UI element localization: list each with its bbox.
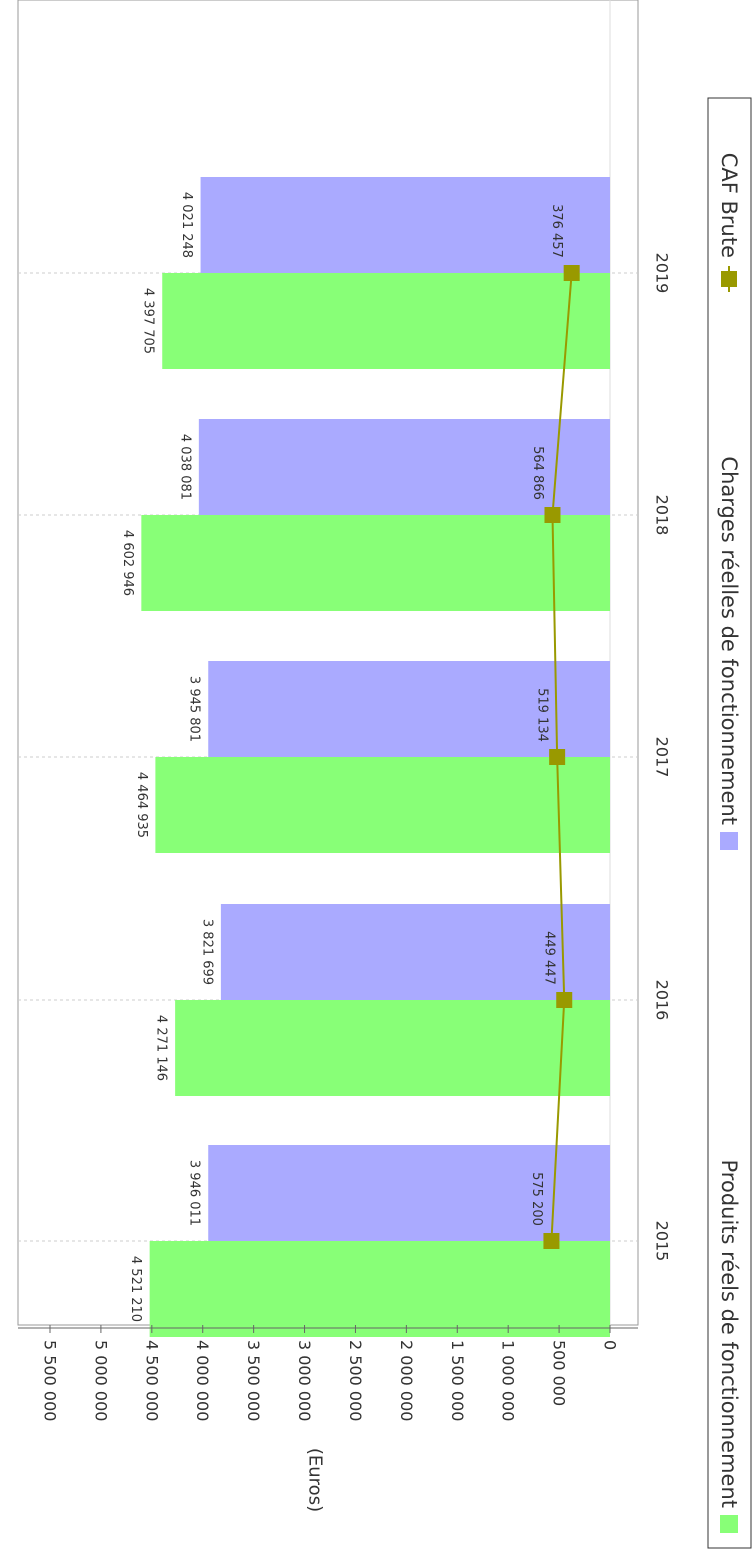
bar-charges <box>208 661 610 757</box>
bar-produits <box>149 1241 610 1337</box>
label-caf: 449 447 <box>542 931 557 985</box>
bar-charges <box>198 419 611 515</box>
bar-charges <box>208 1145 610 1241</box>
label-produits: 4 521 210 <box>128 1256 143 1322</box>
value-tick-label: 1 000 000 <box>499 1340 518 1421</box>
category-label: 2016 <box>653 980 672 1021</box>
value-tick-label: 1 500 000 <box>448 1340 467 1421</box>
legend-label-caf: CAF Brute <box>717 153 741 258</box>
category-label: 2017 <box>653 737 672 778</box>
legend-box <box>707 97 752 1549</box>
bar-produits <box>162 273 610 369</box>
label-charges: 3 821 699 <box>199 919 214 985</box>
label-produits: 4 271 146 <box>154 1015 169 1081</box>
legend-swatch-caf <box>721 271 737 287</box>
bar-charges <box>200 177 610 273</box>
category-label: 2015 <box>653 1221 672 1262</box>
bar-produits <box>175 1000 610 1096</box>
value-tick-label: 500 000 <box>550 1340 569 1406</box>
value-tick-label: 4 000 000 <box>193 1340 212 1421</box>
legend-label-charges: Charges réelles de fonctionnement <box>717 456 741 825</box>
caf-marker <box>556 992 573 1008</box>
caf-line <box>543 265 580 1249</box>
label-caf: 519 134 <box>535 688 550 742</box>
caf-marker <box>549 749 566 765</box>
bar-produits <box>141 515 610 611</box>
value-tick-label: 0 <box>601 1340 620 1350</box>
data-labels: 4 521 210 3 946 011 4 271 146 3 821 699 4 46… <box>120 192 564 1322</box>
legend: Produits réels de fonctionnement Charges … <box>707 97 752 1549</box>
axes: 2015 2016 2017 2018 2019 0 500 000 1 000 000 1 5… <box>18 253 672 1512</box>
value-tick-label: 5 000 000 <box>91 1340 110 1421</box>
value-tick-label: 4 500 000 <box>142 1340 161 1421</box>
value-tick-label: 3 000 000 <box>295 1340 314 1421</box>
label-charges: 3 945 801 <box>187 676 202 742</box>
label-charges: 4 021 248 <box>179 192 194 258</box>
label-charges: 3 946 011 <box>187 1160 202 1226</box>
label-produits: 4 464 935 <box>134 772 149 838</box>
bar-produits <box>155 757 611 853</box>
label-caf: 575 200 <box>529 1172 544 1226</box>
label-produits: 4 602 946 <box>120 530 135 596</box>
value-tick-label: 2 500 000 <box>346 1340 365 1421</box>
caf-marker <box>543 1233 560 1249</box>
legend-swatch-charges <box>720 832 738 850</box>
label-charges: 4 038 081 <box>177 434 192 500</box>
label-caf: 376 457 <box>549 204 564 258</box>
bars <box>141 177 611 1337</box>
value-axis-title: (Euros) <box>305 1448 326 1512</box>
caf-marker <box>563 265 580 281</box>
category-label: 2018 <box>653 495 672 536</box>
value-tick-label: 5 500 000 <box>41 1340 60 1421</box>
value-tick-label: 2 000 000 <box>397 1340 416 1421</box>
value-tick-label: 3 500 000 <box>244 1340 263 1421</box>
label-caf: 564 866 <box>530 446 545 500</box>
label-produits: 4 397 705 <box>141 288 156 354</box>
caf-marker <box>544 507 561 523</box>
legend-swatch-produits <box>720 1515 738 1533</box>
category-label: 2019 <box>653 253 672 294</box>
bar-charges <box>220 904 610 1000</box>
legend-label-produits: Produits réels de fonctionnement <box>717 1160 741 1509</box>
